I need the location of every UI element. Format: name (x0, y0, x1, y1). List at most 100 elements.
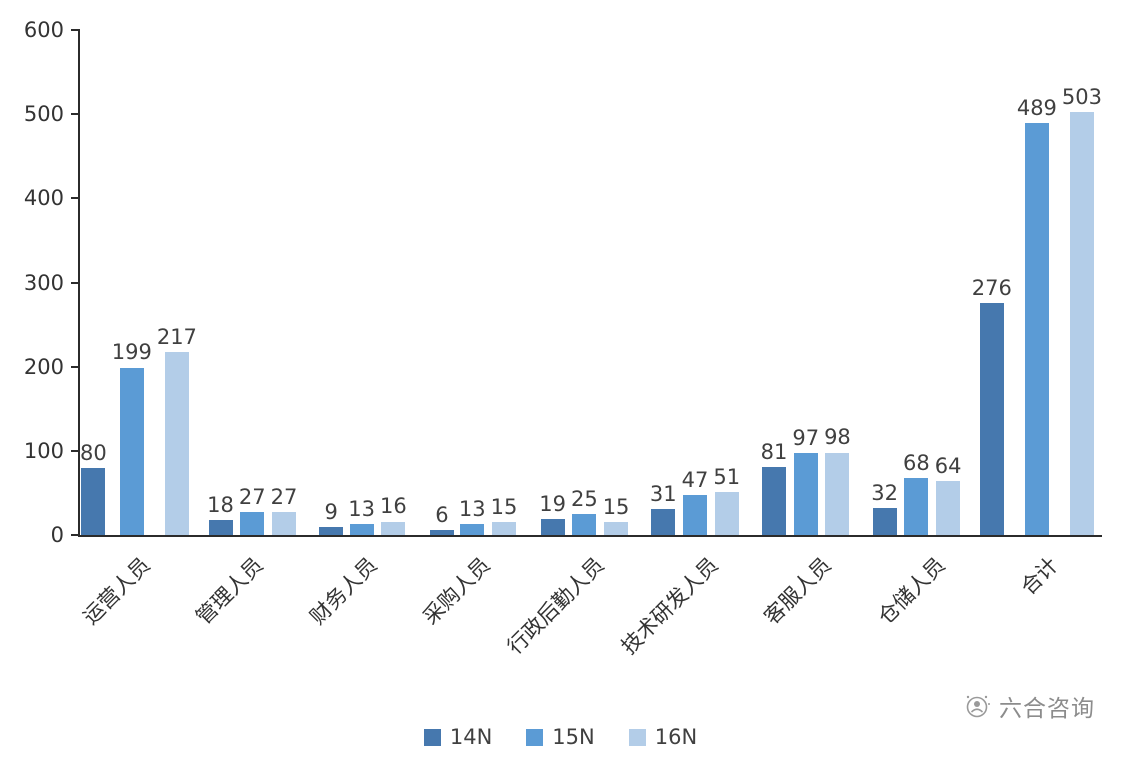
bar-column: 9 (319, 500, 344, 535)
bar-15N (240, 512, 265, 535)
bar-value-label: 98 (824, 425, 851, 450)
bar-value-label: 97 (792, 426, 820, 451)
bar-16N (271, 512, 296, 535)
bar-value-label: 19 (539, 491, 566, 516)
legend-item-15N: 15N (526, 725, 595, 749)
y-tick-label: 600 (23, 18, 64, 42)
bar-group: 18 27 27 (197, 486, 308, 535)
bar-14N (651, 508, 676, 535)
y-tick-mark (71, 29, 80, 31)
bar-value-label: 81 (760, 439, 788, 464)
bar-value-label: 199 (111, 340, 152, 365)
bar-groups: 80 199 217 18 27 27 9 13 16 6 13 15 19 25 15 31 47 51 81 97… (80, 0, 1102, 535)
x-axis-labels: 运营人员 管理人员 财务人员 采购人员 行政后勤人员 技术研发人员 客服人员 仓储人员 合计 (78, 540, 1100, 690)
legend-item-14N: 14N (423, 725, 492, 749)
bar-value-label: 47 (681, 468, 709, 493)
x-axis-label: 客服人员 (759, 552, 836, 630)
bar-15N (460, 524, 485, 535)
legend-swatch (423, 728, 441, 746)
legend: 14N 15N 16N (0, 725, 1121, 749)
x-label-cell: 采购人员 (419, 540, 533, 690)
bar-value-label: 6 (435, 502, 449, 527)
x-axis-label: 运营人员 (78, 552, 155, 630)
bar-column: 18 (207, 492, 234, 535)
bar-column: 81 (760, 439, 788, 535)
bar-value-label: 15 (490, 495, 518, 520)
bar-14N (872, 508, 897, 535)
bar-column: 489 (1017, 97, 1057, 535)
bar-value-label: 27 (270, 485, 298, 510)
y-tick-mark (71, 113, 80, 116)
bar-16N (714, 492, 739, 535)
bar-15N (683, 495, 707, 535)
bar-14N (208, 519, 233, 535)
bar-column: 16 (380, 495, 407, 535)
y-tick-mark (71, 281, 80, 284)
bar-16N (492, 522, 516, 535)
watermark: 六合咨询 (963, 689, 1095, 723)
bar-column: 276 (971, 275, 1012, 535)
bar-value-label: 489 (1016, 96, 1057, 121)
bar-15N (119, 367, 144, 535)
y-axis-labels: 0 100 200 300 400 500 600 (0, 18, 76, 547)
bar-value-label: 16 (379, 494, 407, 519)
bar-15N (1024, 123, 1049, 535)
bar-value-label: 276 (971, 275, 1012, 300)
legend-label: 15N (552, 725, 595, 749)
x-axis-label: 财务人员 (305, 552, 382, 630)
bar-group: 31 47 51 (640, 464, 751, 535)
bar-column: 51 (713, 464, 741, 535)
bar-group: 19 25 15 (529, 487, 640, 535)
bar-16N (164, 352, 189, 535)
bar-value-label: 13 (348, 496, 375, 521)
bar-16N (936, 481, 961, 535)
bar-column: 217 (157, 326, 197, 535)
bar-value-label: 13 (458, 496, 486, 521)
bar-column: 31 (650, 482, 677, 535)
bar-value-label: 503 (1061, 84, 1103, 109)
bar-value-label: 80 (80, 440, 107, 465)
bar-column: 27 (270, 485, 298, 535)
bar-group: 9 13 16 (308, 495, 419, 535)
bar-column: 64 (935, 454, 961, 535)
y-tick-label: 200 (23, 354, 64, 379)
bar-value-label: 9 (324, 500, 338, 525)
bar-15N (572, 513, 597, 535)
bar-16N (825, 452, 850, 535)
bar-value-label: 51 (713, 464, 741, 489)
bar-column: 15 (603, 496, 629, 535)
bar-group: 32 68 64 (861, 450, 972, 535)
bar-15N (349, 524, 374, 535)
x-axis-label: 采购人员 (418, 552, 496, 630)
bar-column: 27 (239, 486, 266, 535)
bar-value-label: 217 (156, 325, 197, 350)
bar-14N (761, 466, 786, 535)
bar-column: 47 (681, 468, 709, 535)
legend-swatch (526, 728, 544, 746)
bar-group: 6 13 15 (418, 496, 529, 535)
bar-value-label: 18 (207, 492, 234, 517)
x-label-cell: 仓储人员 (873, 540, 987, 690)
bar-value-label: 32 (871, 480, 899, 505)
bar-16N (604, 522, 629, 535)
y-tick-mark (71, 449, 80, 452)
bar-16N (1069, 111, 1094, 535)
x-label-cell: 运营人员 (78, 540, 192, 690)
y-tick-mark (71, 197, 80, 200)
bar-column: 503 (1061, 84, 1103, 535)
watermark-text: 六合咨询 (999, 696, 1095, 722)
y-tick-label: 400 (23, 186, 64, 211)
bar-column: 13 (348, 496, 375, 535)
wechat-logo-icon (963, 692, 991, 720)
bar-group: 80 199 217 (80, 326, 197, 535)
y-tick-label: 300 (23, 270, 64, 295)
bar-14N (319, 527, 344, 535)
bar-column: 15 (490, 495, 518, 535)
bar-group: 81 97 98 (750, 426, 861, 535)
x-axis-label: 仓储人员 (873, 552, 950, 630)
y-tick-label: 500 (23, 102, 64, 127)
bar-value-label: 68 (903, 450, 930, 475)
bar-value-label: 27 (238, 485, 266, 510)
bar-column: 13 (458, 496, 486, 535)
